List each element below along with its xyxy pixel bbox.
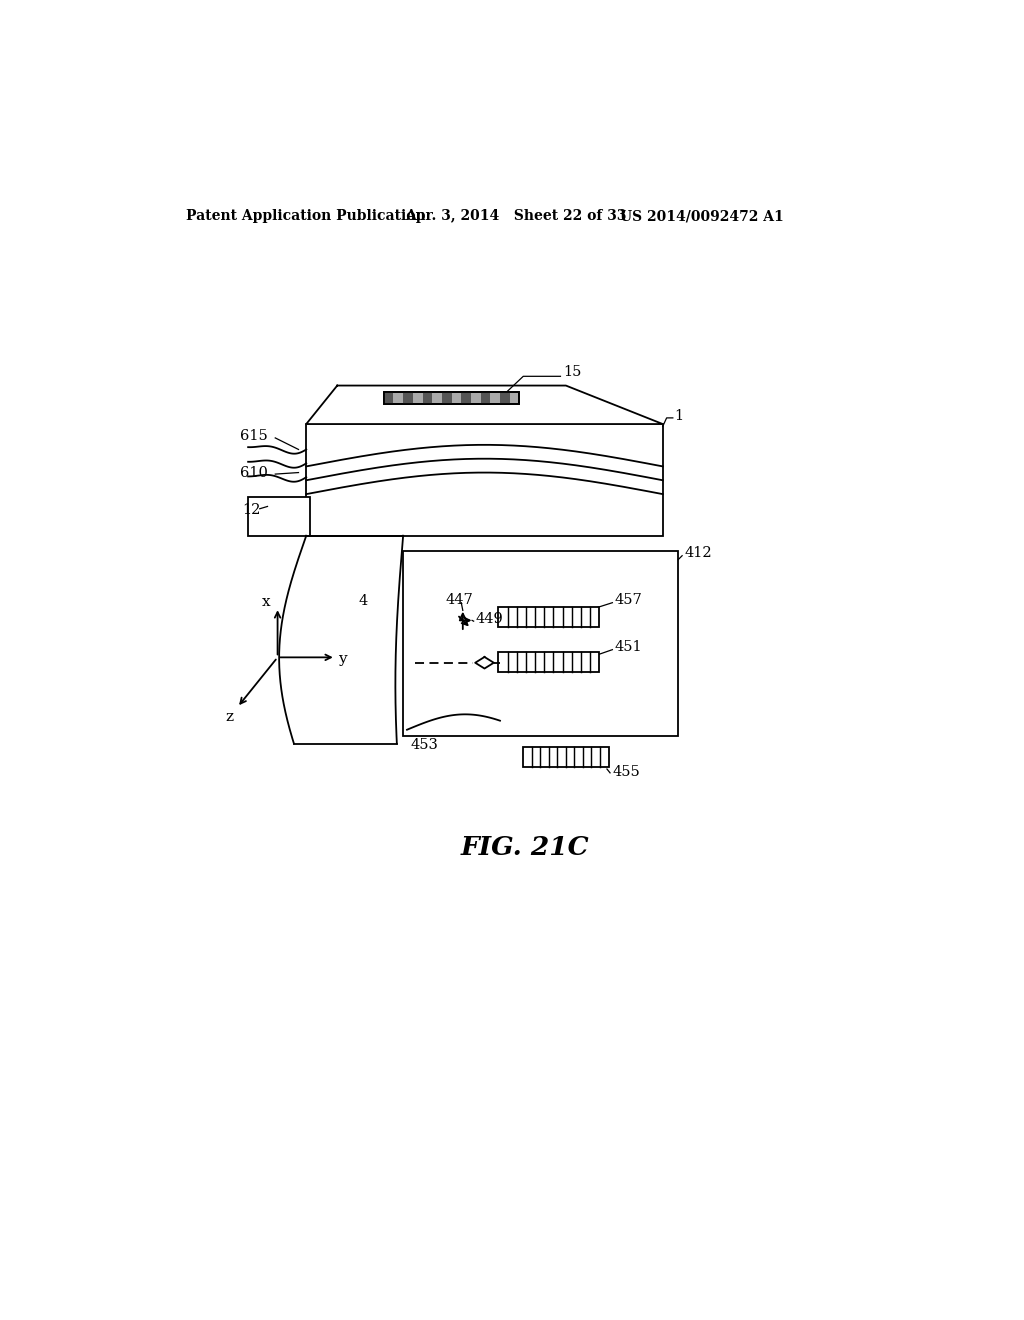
Text: FIG. 21C: FIG. 21C xyxy=(461,836,589,861)
Bar xyxy=(384,392,519,404)
Bar xyxy=(480,392,490,404)
Polygon shape xyxy=(306,385,663,424)
Text: 12: 12 xyxy=(243,503,261,516)
Bar xyxy=(461,392,471,404)
Bar xyxy=(384,392,393,404)
Text: 449: 449 xyxy=(475,612,503,626)
Text: 453: 453 xyxy=(411,738,438,752)
Bar xyxy=(403,552,678,737)
Bar xyxy=(306,424,663,536)
Text: 455: 455 xyxy=(612,766,640,779)
Text: US 2014/0092472 A1: US 2014/0092472 A1 xyxy=(621,209,784,223)
Bar xyxy=(403,392,413,404)
Text: 1: 1 xyxy=(675,409,683,424)
Text: 610: 610 xyxy=(241,466,268,479)
Bar xyxy=(500,392,510,404)
Text: x: x xyxy=(262,595,270,609)
Bar xyxy=(499,607,599,627)
Bar xyxy=(248,498,310,536)
Text: 615: 615 xyxy=(241,429,268,442)
Text: Patent Application Publication: Patent Application Publication xyxy=(186,209,426,223)
Text: y: y xyxy=(338,652,346,665)
Text: Apr. 3, 2014   Sheet 22 of 33: Apr. 3, 2014 Sheet 22 of 33 xyxy=(406,209,627,223)
Text: 15: 15 xyxy=(563,366,582,379)
Bar xyxy=(523,747,608,767)
Bar xyxy=(423,392,432,404)
Bar xyxy=(499,652,599,672)
Bar xyxy=(442,392,452,404)
Text: z: z xyxy=(225,710,233,725)
Text: 447: 447 xyxy=(445,593,473,607)
Text: 457: 457 xyxy=(614,593,642,607)
Text: 4: 4 xyxy=(359,594,369,609)
Text: 412: 412 xyxy=(684,546,712,561)
Bar xyxy=(384,392,519,404)
Text: 451: 451 xyxy=(614,640,642,655)
